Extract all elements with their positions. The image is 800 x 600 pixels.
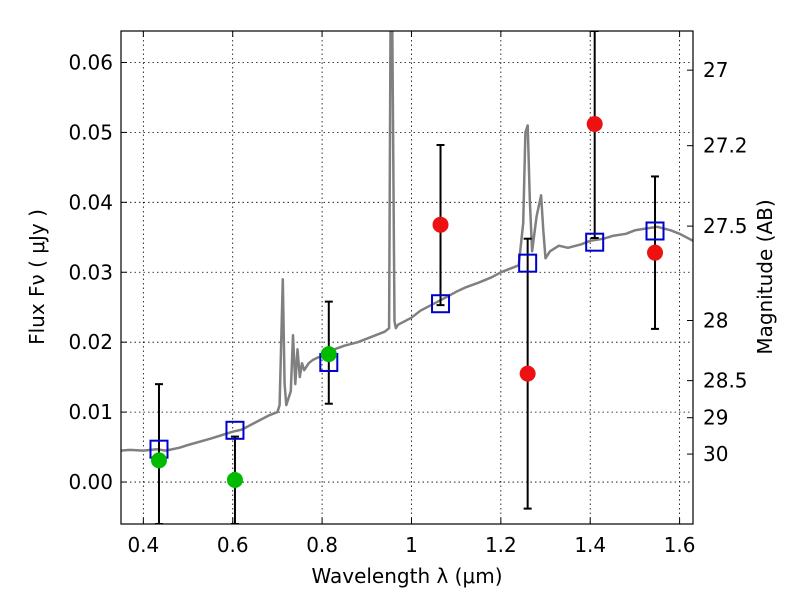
y2-tick-label: 30 [703, 442, 728, 466]
red-data-point [586, 116, 603, 133]
model-photometry-square [225, 420, 245, 440]
y2-tick-label: 27.2 [703, 134, 748, 158]
model-photometry-square [518, 253, 538, 273]
y-tick-label: 0.02 [68, 330, 113, 354]
y-tick-label: 0.05 [68, 120, 113, 144]
x-tick-label: 0.4 [127, 533, 159, 557]
y2-tick-label: 27.5 [703, 214, 748, 238]
ticks: 0.4 0.6 0.8 1 1.2 1.4 1.6 0.00 0.01 0.02 0.03 0.04 0… [68, 31, 748, 557]
model-spectrum-line [121, 31, 693, 452]
model-photometry-square [585, 232, 605, 252]
model-photometry-square [645, 221, 665, 241]
x-tick-label: 0.8 [306, 533, 338, 557]
x-tick-label: 1.4 [574, 533, 606, 557]
y-tick-label: 0.00 [68, 470, 113, 494]
red-data-point [432, 216, 449, 233]
model-photometry-square [431, 294, 451, 314]
red-data-point [647, 244, 664, 261]
red-data-point [519, 365, 536, 382]
plot-frame [120, 30, 694, 525]
y-tick-label: 0.03 [68, 260, 113, 284]
green-data-point [226, 471, 243, 488]
y-tick-label: 0.01 [68, 400, 113, 424]
y2-axis-label: Magnitude (AB) [753, 199, 777, 354]
y2-tick-label: 27 [703, 58, 728, 82]
y2-tick-label: 28.5 [703, 369, 748, 393]
plot-area [121, 31, 693, 524]
grid [121, 31, 693, 524]
y2-tick-label: 28 [703, 309, 728, 333]
green-data-point [150, 452, 167, 469]
y-tick-label: 0.04 [68, 190, 113, 214]
x-axis-label: Wavelength λ (μm) [311, 564, 502, 588]
green-data-point [320, 346, 337, 363]
x-tick-label: 1.6 [664, 533, 696, 557]
x-tick-label: 0.6 [217, 533, 249, 557]
y-axis-label: Flux Fν ( μJy ) [25, 209, 49, 345]
x-tick-label: 1 [405, 533, 418, 557]
x-tick-label: 1.2 [485, 533, 517, 557]
y2-tick-label: 29 [703, 406, 728, 430]
y-tick-label: 0.06 [68, 50, 113, 74]
